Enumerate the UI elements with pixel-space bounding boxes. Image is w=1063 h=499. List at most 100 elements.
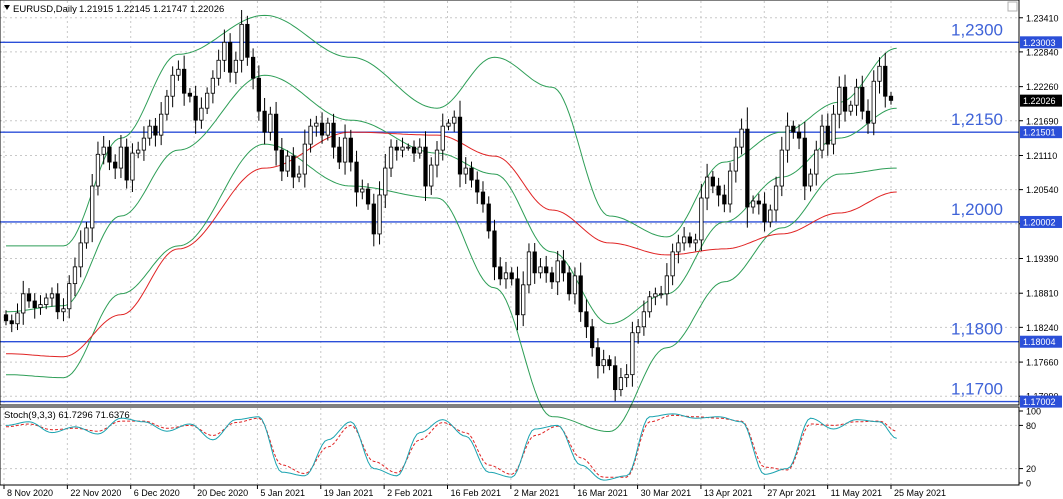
date-label: 27 Apr 2021 — [767, 488, 816, 498]
level-tag-label: 1.21501 — [1023, 128, 1056, 138]
bull-candle — [216, 59, 221, 79]
time-axis: 8 Nov 2020 22 Nov 2020 6 Dec 2020 20 Dec 20… — [3, 485, 946, 498]
dropdown-triangle-icon[interactable] — [4, 5, 10, 10]
bull-candle — [750, 200, 756, 208]
bear-candle — [113, 161, 118, 169]
bull-candle — [727, 170, 733, 205]
bear-candle — [722, 194, 727, 205]
moving-average-line — [6, 131, 897, 358]
bear-candle — [825, 125, 830, 145]
bear-candle — [561, 260, 566, 274]
price-tick-label: 1.21690 — [1026, 116, 1059, 126]
price-tick-label: 1.18810 — [1026, 289, 1059, 299]
bull-candle — [681, 236, 687, 244]
close-chart-icon[interactable] — [1007, 1, 1018, 12]
bear-candle — [860, 86, 865, 112]
bull-candle — [693, 239, 698, 244]
date-label: 20 Dec 2020 — [197, 488, 248, 498]
bull-candle — [670, 251, 675, 277]
bull-candle — [141, 137, 147, 151]
level-label: 1,2000 — [951, 200, 1003, 219]
level-label: 1,1800 — [951, 320, 1003, 339]
bull-candle — [618, 377, 624, 391]
price-tick-label: 1.23410 — [1026, 13, 1059, 23]
date-label: 8 Nov 2020 — [7, 488, 53, 498]
stoch-axis: 100 80 20 0 — [1019, 407, 1041, 489]
bull-candle — [285, 155, 290, 172]
current-price-label: 1.22026 — [1023, 96, 1056, 106]
bear-candle — [411, 146, 417, 154]
bull-candle — [808, 173, 813, 187]
level-price-tags: 1.23003 1.21501 1.20002 1.18004 1.17002 1.220… — [1020, 36, 1062, 408]
price-tick-label: 1.21110 — [1026, 151, 1057, 161]
bull-candle — [773, 185, 779, 211]
stoch-header: Stoch(9,3,3) 61.7296 71.6376 — [4, 410, 130, 421]
date-label: 16 Mar 2021 — [577, 488, 628, 498]
bear-candle — [107, 146, 112, 163]
bear-candle — [331, 122, 336, 148]
bull-candle — [176, 68, 181, 76]
bull-candle — [503, 272, 509, 280]
bull-candle — [49, 293, 55, 299]
bear-candle — [515, 278, 520, 316]
bull-candle — [463, 167, 468, 175]
bull-candle — [377, 194, 382, 235]
level-tag-box — [1020, 215, 1062, 228]
candlesticks — [3, 9, 894, 402]
date-label: 13 Apr 2021 — [704, 488, 753, 498]
date-label: 19 Jan 2021 — [324, 488, 374, 498]
bear-candle — [3, 314, 9, 322]
bear-candle — [888, 95, 894, 101]
bollinger-lower — [6, 143, 897, 432]
bull-candle — [877, 65, 882, 82]
level-tag-label: 1.17002 — [1023, 397, 1056, 407]
bear-candle — [480, 191, 486, 205]
bull-candle — [452, 116, 457, 124]
bear-candle — [532, 251, 537, 274]
bear-candle — [578, 275, 583, 313]
bear-candle — [124, 146, 129, 181]
bull-candle — [429, 164, 434, 187]
bull-candle — [130, 152, 135, 181]
bull-candle — [72, 266, 78, 285]
stoch-pane-border — [0, 406, 1020, 486]
bear-candle — [245, 23, 250, 58]
level-label: 1,1700 — [951, 380, 1003, 399]
bull-candle — [814, 149, 819, 175]
bull-candle — [38, 304, 43, 308]
bull-candle — [831, 113, 836, 145]
bull-candle — [676, 242, 681, 253]
date-label: 30 Mar 2021 — [641, 488, 692, 498]
bull-candle — [636, 326, 641, 334]
bull-candle — [699, 197, 704, 241]
bull-candle — [641, 311, 647, 328]
level-tag-label: 1.23003 — [1023, 38, 1056, 48]
bear-candle — [291, 155, 296, 178]
price-tick-label: 1.19390 — [1026, 254, 1059, 264]
bear-candle — [365, 188, 371, 205]
bull-candle — [360, 188, 365, 193]
bear-candle — [802, 137, 807, 187]
price-tick-label: 1.22840 — [1026, 47, 1059, 57]
bull-candle — [601, 359, 606, 367]
bear-candle — [153, 125, 158, 136]
bull-candle — [440, 125, 445, 151]
chart-header: EURUSD,Daily 1.21915 1.22145 1.21747 1.2… — [4, 4, 224, 15]
bull-candle — [733, 146, 738, 172]
bear-candle — [457, 116, 463, 175]
bull-candle — [159, 113, 164, 136]
bear-candle — [256, 77, 261, 112]
bull-candle — [659, 293, 664, 296]
bull-candle — [296, 173, 302, 178]
date-label: 2 Mar 2021 — [514, 488, 560, 498]
support-resistance-levels: 1,2300 1,2150 1,2000 1,1800 1,1700 — [0, 20, 1019, 403]
bull-candle — [78, 242, 83, 268]
bull-candle — [383, 167, 388, 196]
bear-candle — [32, 300, 37, 308]
level-tag-box — [1020, 335, 1062, 348]
bear-candle — [607, 359, 612, 367]
bull-candle — [314, 122, 319, 127]
bull-candle — [233, 59, 238, 73]
level-label: 1,2150 — [951, 110, 1003, 129]
bull-candle — [837, 86, 842, 115]
